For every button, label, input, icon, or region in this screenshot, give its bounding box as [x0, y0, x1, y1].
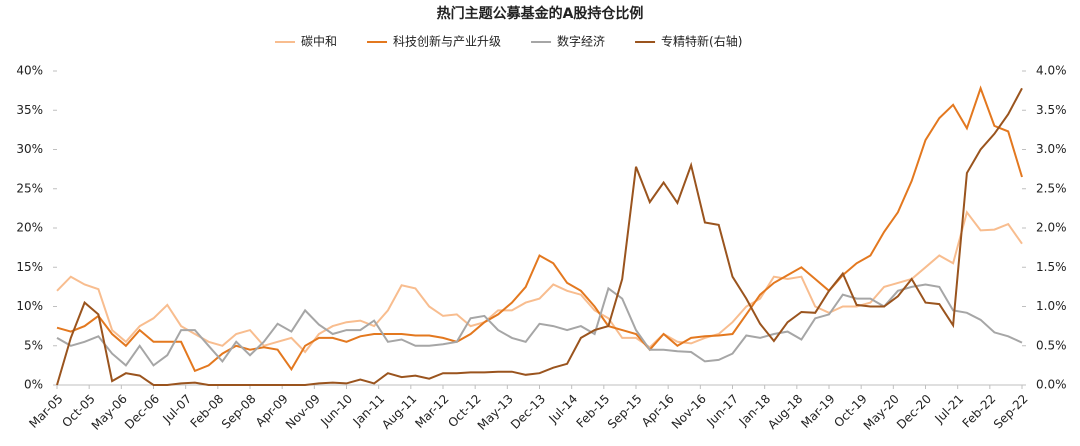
- x-tick-label: Sep-22: [991, 392, 1031, 432]
- series-line: [56, 283, 1023, 367]
- series-line: [56, 87, 1023, 386]
- x-tick-label: Mar-05: [26, 392, 65, 431]
- x-tick-label: Mar-19: [798, 392, 837, 431]
- y2-tick-label: 3.5%: [1036, 103, 1067, 117]
- y2-tick-label: 1.5%: [1036, 260, 1067, 274]
- legend-label: 科技创新与产业升级: [393, 34, 501, 49]
- y-tick-label: 15%: [16, 260, 43, 274]
- x-tick-label: Aug-18: [765, 392, 805, 432]
- x-tick-label: Nov-09: [283, 392, 323, 432]
- chart-title: 热门主题公募基金的A股持仓比例: [437, 5, 644, 22]
- y-tick-label: 35%: [16, 103, 43, 117]
- x-tick-label: Nov-16: [669, 392, 709, 432]
- x-tick-label: Sep-08: [219, 392, 259, 432]
- x-tick-label: Sep-15: [605, 392, 645, 432]
- x-tick-label: Dec-13: [508, 392, 548, 432]
- x-tick-label: Mar-12: [412, 392, 451, 431]
- y-tick-label: 20%: [16, 221, 43, 235]
- y2-tick-label: 0.0%: [1036, 378, 1067, 392]
- series-line: [56, 85, 1023, 373]
- x-tick-label: Dec-20: [894, 392, 934, 432]
- legend-label: 数字经济: [557, 34, 605, 49]
- y2-tick-label: 2.5%: [1036, 181, 1067, 195]
- y2-tick-label: 2.0%: [1036, 221, 1067, 235]
- y2-tick-label: 3.0%: [1036, 142, 1067, 156]
- series-line: [56, 210, 1023, 354]
- legend-label: 专精特新(右轴): [661, 34, 742, 49]
- y-tick-label: 40%: [16, 64, 43, 78]
- y-tick-label: 0%: [24, 378, 43, 392]
- legend: 碳中和 科技创新与产业升级 数字经济 专精特新(右轴): [275, 34, 742, 49]
- y2-tick-label: 4.0%: [1036, 64, 1067, 78]
- x-tick-label: Jun-17: [703, 392, 741, 430]
- legend-label: 碳中和: [301, 34, 337, 49]
- y2-tick-label: 1.0%: [1036, 299, 1067, 313]
- x-tick-label: May-13: [475, 392, 516, 433]
- x-tick-label: May-20: [861, 392, 902, 433]
- y-tick-label: 10%: [16, 299, 43, 313]
- x-tick-label: Aug-11: [379, 392, 419, 432]
- y-tick-label: 30%: [16, 142, 43, 156]
- x-tick-label: Dec-06: [122, 392, 162, 432]
- y-tick-label: 5%: [24, 338, 43, 352]
- y-tick-label: 25%: [16, 181, 43, 195]
- x-tick-label: May-06: [89, 392, 130, 433]
- x-tick-label: Jun-10: [317, 392, 355, 430]
- y2-tick-label: 0.5%: [1036, 338, 1067, 352]
